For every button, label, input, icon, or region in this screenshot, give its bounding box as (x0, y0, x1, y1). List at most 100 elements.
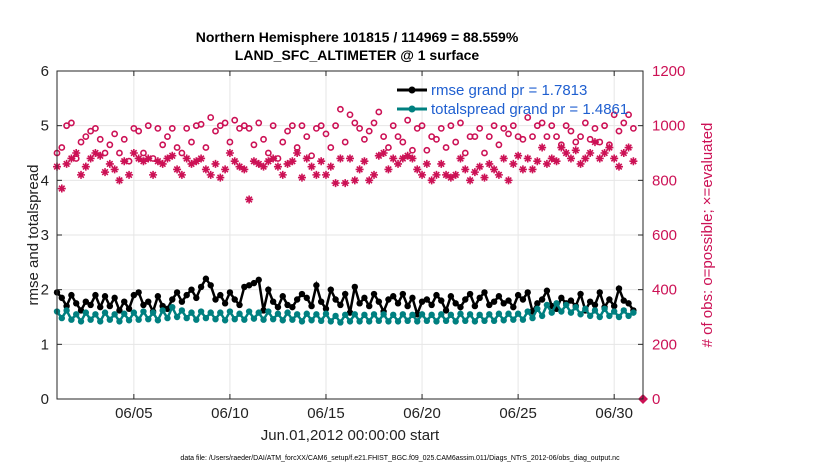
spread-point (471, 318, 479, 325)
spread-point (125, 317, 133, 324)
evaluated-obs-point (562, 149, 571, 157)
possible-obs-point (365, 127, 373, 135)
evaluated-obs-point (494, 170, 503, 179)
evaluated-obs-point (365, 176, 374, 185)
spread-point (169, 303, 176, 311)
spread-point (101, 309, 109, 316)
evaluated-obs-point (542, 159, 551, 168)
spread-point (82, 309, 90, 316)
spread-point (145, 315, 152, 323)
evaluated-obs-point (331, 179, 340, 188)
possible-obs-point (63, 122, 71, 130)
rmse-point (322, 305, 330, 312)
x-tick-label: 06/25 (499, 405, 537, 422)
rmse-point (188, 286, 195, 293)
rmse-point (462, 296, 469, 303)
spread-point (370, 311, 378, 318)
rmse-point (250, 279, 258, 287)
rmse-point (289, 303, 296, 311)
possible-obs-point (207, 114, 215, 121)
evaluated-obs-point (307, 162, 316, 171)
y-axis-label: rmse and totalspread (25, 165, 42, 306)
spread-point (380, 311, 387, 318)
possible-obs-point (144, 122, 152, 130)
possible-obs-point (505, 130, 512, 138)
possible-obs-point (567, 127, 575, 135)
evaluated-obs-point (293, 149, 302, 157)
evaluated-obs-point (125, 170, 134, 179)
possible-obs-point (140, 149, 147, 157)
spread-point (625, 312, 632, 320)
rmse-point (308, 302, 315, 310)
spread-point (188, 309, 195, 316)
possible-obs-point (317, 122, 325, 130)
spread-point (366, 318, 373, 325)
rmse-point (394, 300, 402, 307)
rmse-point (221, 300, 229, 307)
spread-point (92, 311, 99, 318)
spread-point (245, 308, 253, 315)
spread-point (130, 309, 138, 316)
possible-obs-point (120, 135, 128, 143)
evaluated-obs-point (576, 159, 585, 168)
spread-point (293, 311, 301, 318)
spread-point (159, 307, 166, 314)
spread-point (226, 308, 234, 315)
rmse-point (337, 301, 344, 309)
spread-point (212, 315, 219, 323)
evaluated-obs-point (235, 162, 244, 171)
evaluated-obs-point (614, 162, 623, 171)
evaluated-obs-point (557, 143, 566, 152)
rmse-point (577, 290, 584, 298)
spread-point (250, 315, 258, 322)
y-tick-label: 0 (41, 391, 49, 408)
evaluated-obs-point (533, 157, 542, 166)
possible-obs-point (452, 138, 460, 146)
evaluated-obs-point (461, 165, 470, 174)
evaluated-obs-point (173, 165, 182, 174)
rmse-point (154, 293, 162, 300)
x-axis-label: Jun.01,2012 00:00:00 start (261, 427, 440, 444)
evaluated-obs-point (163, 154, 172, 163)
spread-point (543, 301, 551, 309)
possible-obs-point (485, 133, 493, 140)
rmse-point (390, 293, 397, 300)
rmse-point (125, 305, 133, 312)
evaluated-obs-point (206, 170, 215, 179)
rmse-point (63, 302, 70, 310)
spread-point (582, 305, 589, 312)
possible-obs-point (418, 122, 426, 130)
spread-point (452, 318, 459, 325)
evaluated-obs-point (297, 173, 306, 182)
evaluated-obs-point (600, 149, 609, 157)
spread-point (279, 317, 286, 324)
spread-point (606, 312, 613, 320)
rmse-point (217, 291, 224, 299)
rmse-point (313, 282, 320, 289)
evaluated-obs-point (466, 176, 475, 185)
possible-obs-point (529, 133, 536, 140)
possible-obs-point (514, 133, 522, 140)
evaluated-obs-point (72, 149, 81, 157)
rmse-point (433, 291, 440, 299)
rmse-point (505, 297, 512, 304)
rmse-point (615, 285, 623, 292)
rmse-point (236, 301, 243, 309)
evaluated-obs-point (144, 154, 153, 163)
evaluated-obs-point (225, 149, 234, 157)
spread-point (197, 308, 205, 315)
rmse-point (428, 301, 435, 309)
possible-obs-point (543, 133, 551, 140)
rmse-point (447, 293, 455, 300)
rmse-point (423, 296, 431, 303)
evaluated-obs-point (355, 165, 364, 174)
evaluated-obs-point (485, 159, 494, 168)
rmse-point (404, 302, 411, 310)
spread-point (538, 312, 546, 320)
evaluated-obs-point (446, 173, 455, 182)
evaluated-obs-point (552, 157, 561, 166)
possible-obs-point (490, 122, 498, 130)
evaluated-obs-point (490, 165, 499, 174)
rmse-point (284, 301, 291, 309)
